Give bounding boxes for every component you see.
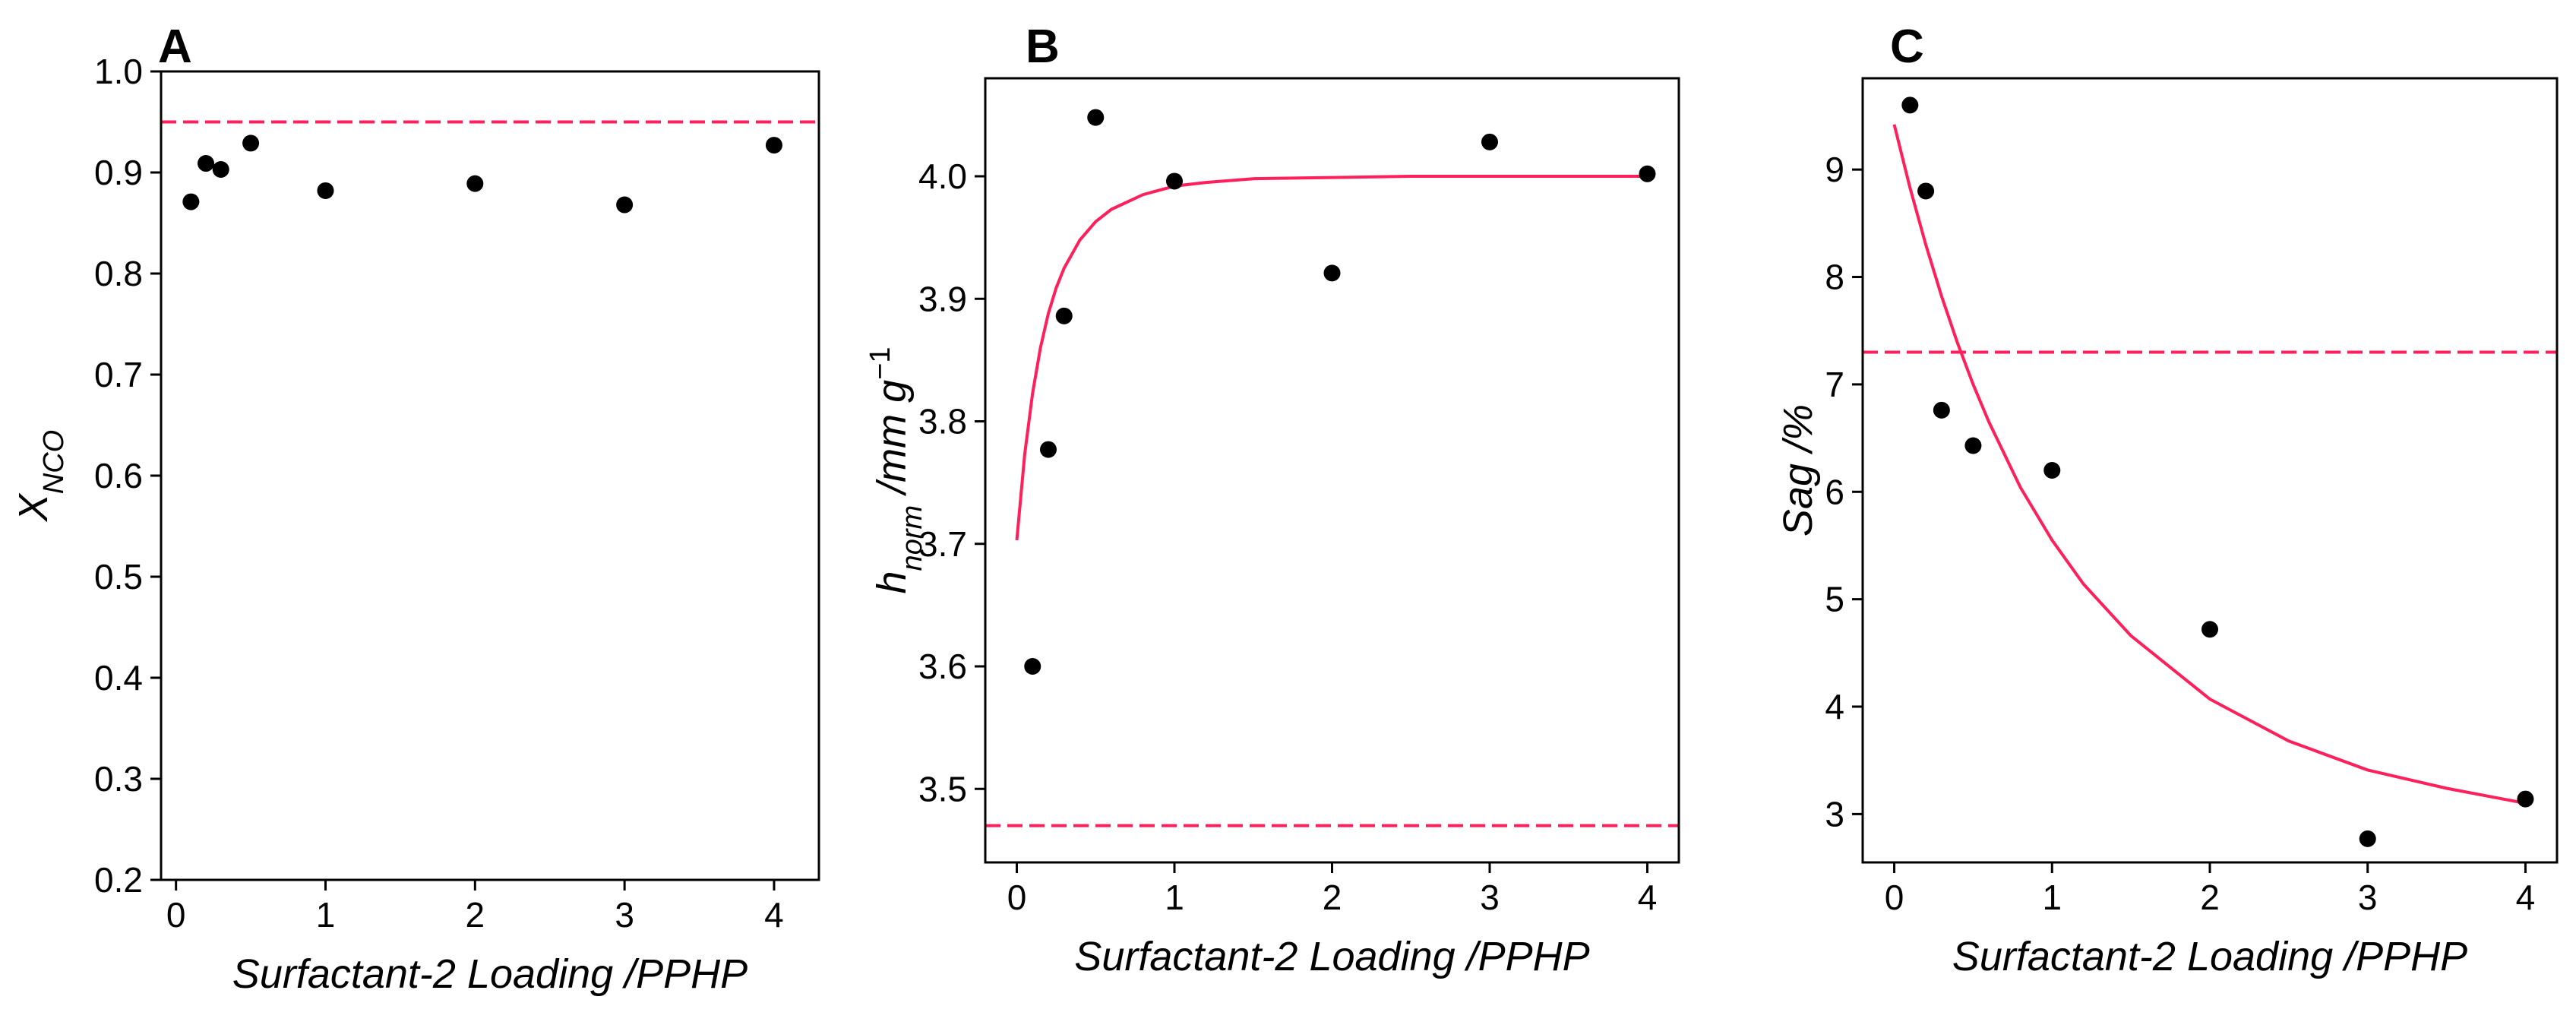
y-tick-label: 0.9 <box>94 153 143 192</box>
data-point <box>1933 401 1950 419</box>
y-tick-label: 8 <box>1825 258 1844 297</box>
data-point <box>1087 109 1105 126</box>
data-point <box>1901 96 1919 114</box>
x-tick-label: 3 <box>615 895 634 935</box>
y-axis-title-unit: /mm g <box>869 380 915 505</box>
data-point <box>212 161 229 179</box>
x-tick-label: 4 <box>2516 878 2536 917</box>
data-point <box>2359 830 2376 847</box>
data-point <box>765 137 782 154</box>
data-point <box>466 175 484 192</box>
data-point <box>616 196 634 214</box>
data-point <box>2517 790 2534 808</box>
x-tick-label: 2 <box>2200 878 2220 917</box>
y-tick-label: 0.3 <box>94 759 143 799</box>
data-point <box>1639 165 1656 182</box>
x-tick-label: 4 <box>1638 878 1658 917</box>
x-axis-title: Surfactant-2 Loading /PPHP <box>232 951 748 997</box>
y-tick-label: 3.8 <box>918 402 967 441</box>
x-tick-label: 2 <box>1323 878 1342 917</box>
x-tick-label: 3 <box>1480 878 1500 917</box>
x-tick-label: 2 <box>466 895 485 935</box>
axes-frame <box>984 77 1680 864</box>
y-axis-title: hnorm /mm g−1 <box>864 347 928 594</box>
data-point <box>1055 307 1073 324</box>
data-point <box>2043 462 2061 479</box>
y-axis-title-subscript: norm <box>896 505 928 571</box>
x-tick-label: 1 <box>316 895 336 935</box>
y-tick-label: 5 <box>1825 580 1844 619</box>
data-point <box>2201 621 2218 638</box>
x-tick-label: 1 <box>2042 878 2062 917</box>
data-point <box>317 182 334 199</box>
y-axis-title-subscript: NCO <box>38 430 70 494</box>
y-tick-label: 3.9 <box>918 279 967 318</box>
fit-curve <box>1015 175 1648 541</box>
x-tick-label: 0 <box>166 895 186 935</box>
x-tick-label: 4 <box>764 895 784 935</box>
y-tick-label: 0.2 <box>94 860 143 900</box>
y-tick-label: 9 <box>1825 150 1844 189</box>
y-axis-title: Sag /% <box>1775 404 1821 536</box>
plot-area <box>985 109 1679 827</box>
data-point <box>242 134 260 152</box>
x-axis-title: Surfactant-2 Loading /PPHP <box>1952 934 2467 979</box>
y-tick-label: 1.0 <box>94 52 143 91</box>
axes-frame <box>1861 77 2559 864</box>
data-point <box>182 193 200 210</box>
panel-c: 0 1 2 3 4 3 4 5 6 7 8 9 Surfactant-2 Loading /PPHP Sa… <box>1775 21 2559 979</box>
y-tick-label: 0.7 <box>94 355 143 394</box>
y-tick-label: 0.6 <box>94 456 143 495</box>
data-point <box>198 155 215 172</box>
data-point <box>1166 172 1183 190</box>
panel-a: 0 1 2 3 4 0.2 0.3 0.4 0.5 0.6 0.7 0.8 0.9 1.0 Surfacta… <box>11 21 820 997</box>
y-tick-label: 3.5 <box>918 769 967 808</box>
y-tick-label: 4.0 <box>918 157 967 196</box>
y-tick-label: 7 <box>1825 365 1844 404</box>
data-point <box>1917 182 1935 200</box>
panel-letter: C <box>1890 21 1924 73</box>
y-tick-label: 0.5 <box>94 557 143 596</box>
data-point <box>1024 658 1041 675</box>
x-tick-label: 3 <box>2358 878 2378 917</box>
y-tick-label: 0.8 <box>94 254 143 293</box>
y-tick-label: 4 <box>1825 687 1844 726</box>
plot-area <box>161 120 819 214</box>
x-axis-title: Surfactant-2 Loading /PPHP <box>1074 934 1589 979</box>
data-point <box>1040 441 1057 458</box>
panel-b: 0 1 2 3 4 3.5 3.6 3.7 3.8 3.9 4.0 Surfactant-2 Load… <box>864 21 1680 979</box>
data-point <box>1481 133 1498 150</box>
y-tick-label: 6 <box>1825 472 1844 511</box>
fit-curve <box>1892 124 2526 805</box>
y-tick-label: 0.4 <box>94 658 143 698</box>
axes-frame <box>160 70 820 881</box>
data-point <box>1323 264 1341 282</box>
y-axis-title-main: X <box>11 492 56 523</box>
y-tick-label: 3 <box>1825 794 1844 834</box>
y-axis-title-main: h <box>869 571 915 593</box>
panel-letter: A <box>158 21 192 73</box>
data-point <box>1964 437 1982 454</box>
y-axis-title-superscript: −1 <box>864 347 896 380</box>
y-tick-label: 3.7 <box>918 524 967 564</box>
y-tick-label: 3.6 <box>918 647 967 686</box>
y-axis-title-main: Sag <box>1775 463 1821 536</box>
x-tick-label: 0 <box>1007 878 1027 917</box>
y-axis-title-unit: /% <box>1775 404 1821 463</box>
panel-letter: B <box>1026 21 1060 73</box>
plot-area <box>1863 96 2557 847</box>
y-axis-title: XNCO <box>11 430 70 523</box>
x-tick-label: 1 <box>1165 878 1184 917</box>
x-tick-label: 0 <box>1885 878 1904 917</box>
